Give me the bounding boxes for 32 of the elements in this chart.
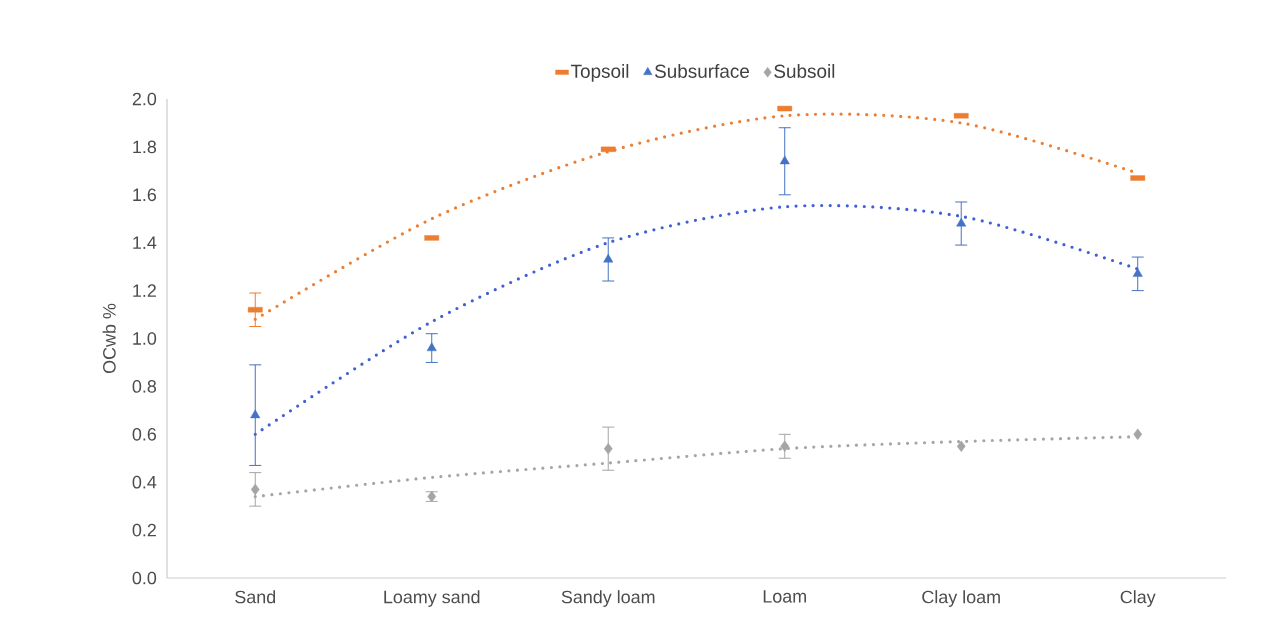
y-tick-label: 1.0 [133, 332, 157, 345]
y-tick-label: 1.8 [133, 140, 157, 154]
point [1133, 428, 1143, 440]
point [603, 442, 613, 455]
y-tick-label: 1.2 [133, 284, 156, 297]
y-tick-label: 2.0 [132, 92, 157, 106]
point [779, 155, 790, 165]
x-tick-label: Sandy loam [561, 590, 655, 607]
point [1132, 268, 1143, 277]
y-tick-label: 0.6 [132, 427, 157, 441]
point [250, 409, 261, 419]
x-tick-label: Loam [763, 590, 806, 603]
y-tick-label: 0.4 [132, 475, 157, 489]
y-tick-label: 1.6 [133, 188, 157, 202]
point [780, 440, 790, 452]
point [603, 253, 614, 263]
y-tick-label: 0.8 [132, 380, 157, 393]
legend-label: Topsoil [570, 64, 629, 82]
x-tick-label: Clay loam [922, 590, 1000, 607]
x-tick-label: Sand [235, 590, 276, 604]
point [426, 342, 437, 352]
point [956, 440, 966, 452]
y-tick-label: 1.4 [133, 236, 157, 249]
legend-label: Subsurface [654, 64, 750, 78]
y-tick-label: 0.2 [132, 523, 156, 537]
x-tick-label: Clay [1120, 590, 1156, 607]
point [956, 217, 967, 227]
point [250, 483, 260, 496]
y-axis-title: OCwb % [102, 303, 116, 374]
x-tick-label: Loamy sand [384, 590, 480, 607]
legend-label: Subsoil [774, 64, 835, 78]
y-tick-label: 0.0 [132, 571, 157, 585]
